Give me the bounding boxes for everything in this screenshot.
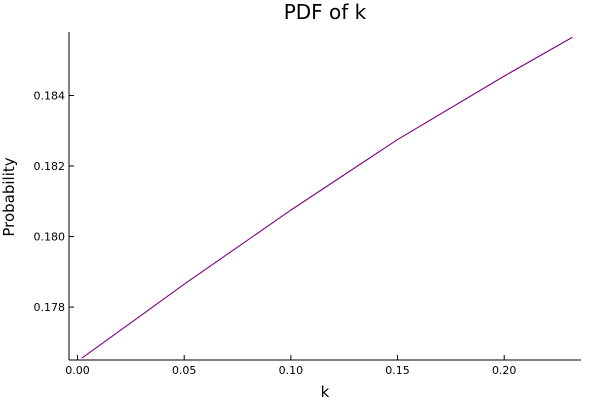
y-ticks: 0.178 0.180 0.182 0.184: [34, 89, 74, 314]
x-tick-label: 0.00: [65, 364, 90, 377]
y-axis-label: Probability: [0, 157, 18, 236]
x-tick-label: 0.20: [492, 364, 517, 377]
y-tick-label: 0.178: [34, 301, 66, 314]
y-tick-label: 0.180: [34, 231, 66, 244]
x-axis-label: k: [321, 383, 330, 400]
x-tick-label: 0.10: [279, 364, 304, 377]
chart-title: PDF of k: [284, 0, 367, 24]
x-tick-label: 0.15: [385, 364, 410, 377]
y-tick-label: 0.184: [34, 89, 66, 102]
series-line: [81, 36, 573, 359]
y-tick-label: 0.182: [34, 160, 66, 173]
x-ticks: 0.00 0.05 0.10 0.15 0.20: [65, 355, 516, 377]
x-tick-label: 0.05: [172, 364, 197, 377]
